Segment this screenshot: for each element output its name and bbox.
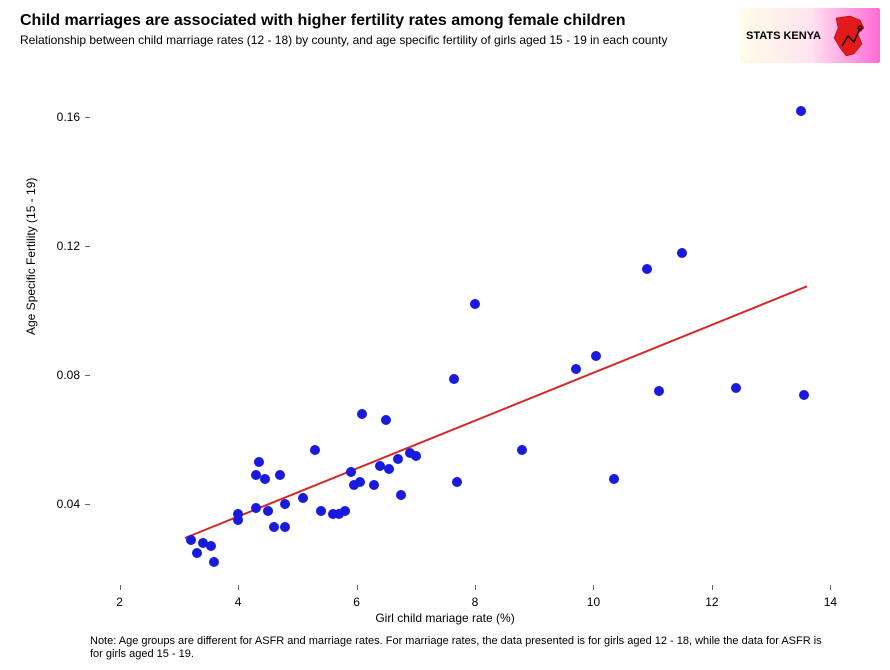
data-point [517, 445, 527, 455]
data-point [642, 264, 652, 274]
data-point [677, 248, 687, 258]
data-point [280, 522, 290, 532]
data-point [470, 299, 480, 309]
plot-area: 0.040.080.120.162468101214 [90, 85, 860, 585]
data-point [251, 503, 261, 513]
data-point [381, 415, 391, 425]
chart-container: Child marriages are associated with high… [0, 0, 890, 670]
x-tick-label: 6 [353, 595, 360, 609]
data-point [609, 474, 619, 484]
x-tick-label: 12 [705, 595, 718, 609]
x-tick-label: 10 [587, 595, 600, 609]
data-point [269, 522, 279, 532]
data-point [316, 506, 326, 516]
data-point [396, 490, 406, 500]
data-point [206, 541, 216, 551]
y-tick-label: 0.04 [57, 497, 80, 511]
data-point [796, 106, 806, 116]
y-axis-label: Age Specific Fertility (15 - 19) [24, 178, 38, 335]
x-tick-label: 2 [116, 595, 123, 609]
chart-title: Child marriages are associated with high… [20, 12, 626, 30]
data-point [209, 557, 219, 567]
data-point [369, 480, 379, 490]
data-point [731, 383, 741, 393]
y-tick-label: 0.08 [57, 368, 80, 382]
data-point [186, 535, 196, 545]
kenya-map-icon [830, 14, 872, 58]
data-point [355, 477, 365, 487]
chart-subtitle: Relationship between child marriage rate… [20, 33, 667, 49]
data-point [310, 445, 320, 455]
data-point [346, 467, 356, 477]
data-point [411, 451, 421, 461]
x-tick-label: 4 [235, 595, 242, 609]
data-point [275, 470, 285, 480]
data-point [393, 454, 403, 464]
data-point [591, 351, 601, 361]
y-tick-label: 0.12 [57, 239, 80, 253]
x-axis-label: Girl child mariage rate (%) [375, 611, 514, 625]
data-point [260, 474, 270, 484]
data-point [571, 364, 581, 374]
trend-line [184, 285, 807, 538]
x-tick-label: 8 [472, 595, 479, 609]
data-point [357, 409, 367, 419]
data-point [280, 499, 290, 509]
logo-text: STATS KENYA [746, 30, 821, 42]
logo-box: STATS KENYA [740, 8, 880, 63]
data-point [449, 374, 459, 384]
data-point [452, 477, 462, 487]
data-point [384, 464, 394, 474]
data-point [192, 548, 202, 558]
y-tick-label: 0.16 [57, 110, 80, 124]
data-point [654, 386, 664, 396]
x-tick-label: 14 [824, 595, 837, 609]
chart-note: Note: Age groups are different for ASFR … [90, 635, 830, 663]
data-point [254, 457, 264, 467]
data-point [298, 493, 308, 503]
data-point [263, 506, 273, 516]
data-point [233, 515, 243, 525]
data-point [340, 506, 350, 516]
data-point [799, 390, 809, 400]
